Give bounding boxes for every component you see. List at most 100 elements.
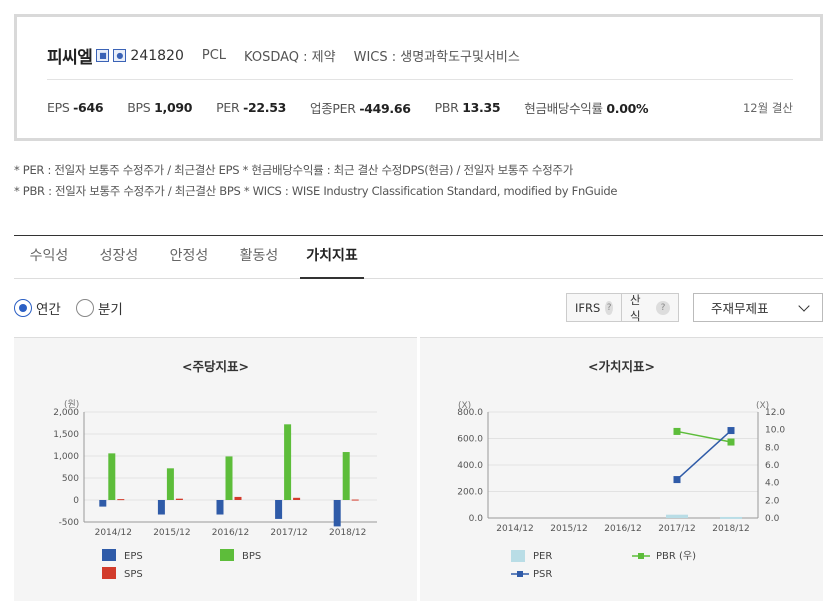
value-chart-panel: <가치지표> (X) (X) 0.0 200.0 400.0 600.0 800.0 0.0 2… [420,337,823,601]
bar-bps [342,452,350,500]
y-tick-label: 500 [62,474,79,484]
legend-label: BPS [242,551,261,562]
ifrs-label: IFRS [575,300,601,315]
bar-per [720,516,742,519]
legend-label: PER [533,551,552,562]
metric-per: PER -22.53 [216,100,287,115]
point-psr [673,476,681,484]
formula-label: 산식 [630,292,641,323]
tab-activity[interactable]: 활동성 [239,248,279,264]
tab-growth[interactable]: 성장성 [99,248,139,264]
right-tick-label: 2.0 [765,496,780,506]
bar-bps [284,424,292,500]
bar-eps [333,500,341,527]
point-pbr [673,427,681,435]
building-icon[interactable]: ■ [96,49,110,62]
radio-annual-label: 연간 [36,302,61,318]
metric-eps: EPS -646 [47,100,104,115]
metric-dividend-yield: 현금배당수익률 0.00% [524,101,649,116]
legend-label: SPS [124,569,143,580]
market-info: KOSDAQ : 제약 [244,50,336,65]
english-name: PCL [201,48,227,63]
chart-title: <주당지표> [182,359,249,374]
y-axis-unit: (원) [64,399,79,410]
info-icon[interactable]: ● [113,49,127,62]
legend-swatch [102,567,116,579]
metric-pbr: PBR 13.35 [434,100,501,115]
right-tick-label: 4.0 [765,479,780,489]
right-axis-unit: (X) [756,401,769,411]
legend-label: PSR [533,569,552,580]
legend-swatch-per [511,550,525,562]
left-tick-label: 0.0 [469,514,484,524]
x-tick-label: 2014/12 [95,528,132,538]
dropdown-value: 주재무제표 [711,301,769,316]
left-tick-label: 600.0 [457,435,483,445]
left-tick-label: 800.0 [457,408,483,418]
radio-quarterly-label: 분기 [98,302,123,318]
bar-sps [351,499,359,501]
bar-bps [225,456,233,500]
bar-eps [275,500,283,519]
bar-bps [108,453,116,500]
company-name: 피씨엘 [47,48,93,68]
y-tick-label: -500 [59,518,80,528]
bar-eps [216,500,224,515]
x-tick-label: 2017/12 [270,528,307,538]
x-tick-label: 2018/12 [329,528,366,538]
line-psr [676,429,732,481]
per-share-chart: (원) -500 0 500 1,000 1,500 2,000 2014/12 2015/12… [53,399,377,580]
radio-selected-icon[interactable] [14,299,32,317]
tab-value-indicators[interactable]: 가치지표 [300,236,364,279]
tab-profitability[interactable]: 수익성 [29,248,69,264]
per-share-chart-panel: <주당지표> (원) -500 0 500 1,000 1,500 2,000 2014/12… [14,337,417,601]
help-icon[interactable]: ? [656,300,670,315]
x-tick-label: 2016/12 [604,524,641,534]
legend-label: EPS [124,551,143,562]
bar-eps [99,500,107,507]
x-tick-label: 2017/12 [658,524,695,534]
bar-per [666,514,688,518]
formula-info[interactable]: 산식? [621,292,679,323]
footnote-line: * PBR : 전일자 보통주 수정주가 / 최근결산 BPS * WICS :… [14,184,618,198]
left-axis-unit: (X) [458,401,471,411]
radio-unselected-icon[interactable] [76,299,94,317]
y-tick-label: 2,000 [53,408,79,418]
statement-type-dropdown[interactable]: 주재무제표 [693,293,823,322]
metric-bps: BPS 1,090 [127,100,193,115]
help-icon[interactable]: ? [605,300,613,315]
right-tick-label: 6.0 [765,461,780,471]
line-pbr [676,430,732,443]
chart-title: <가치지표> [588,359,655,374]
legend-marker-pbr [638,553,644,559]
radio-quarterly[interactable]: 분기 [76,298,123,318]
tab-stability[interactable]: 안정성 [169,248,209,264]
x-tick-label: 2015/12 [153,528,190,538]
metrics-row: EPS -646 BPS 1,090 PER -22.53 업종PER -449… [47,98,793,117]
footnotes: * PER : 전일자 보통주 수정주가 / 최근결산 EPS * 현금배당수익… [14,160,618,202]
tabs-top-border [14,235,823,236]
wics-info: WICS : 생명과학도구및서비스 [353,50,520,65]
bar-sps [293,497,301,500]
ifrs-info[interactable]: IFRS? [566,293,622,322]
settlement-month: 12월 결산 [742,100,793,115]
radio-annual[interactable]: 연간 [14,298,61,318]
point-pbr [727,438,735,446]
point-psr [727,427,735,435]
value-indicator-chart: (X) (X) 0.0 200.0 400.0 600.0 800.0 0.0 2.0 4.0 6.… [457,401,785,580]
company-title-row: 피씨엘 ■ ● 241820 PCL KOSDAQ : 제약 WICS : 생명… [47,43,520,69]
legend-swatch [102,549,116,561]
legend-label: PBR (우) [656,550,696,562]
x-tick-label: 2014/12 [496,524,533,534]
legend-marker-psr [517,571,523,577]
x-tick-label: 2018/12 [712,524,749,534]
right-tick-label: 10.0 [765,426,785,436]
stock-code: 241820 [130,47,184,64]
footnote-line: * PER : 전일자 보통주 수정주가 / 최근결산 EPS * 현금배당수익… [14,163,573,177]
chevron-down-icon [798,300,810,312]
legend-swatch [220,549,234,561]
metric-industry-per: 업종PER -449.66 [310,101,411,116]
right-tick-label: 12.0 [765,408,785,418]
bar-sps [117,499,125,501]
bar-sps [234,496,242,500]
